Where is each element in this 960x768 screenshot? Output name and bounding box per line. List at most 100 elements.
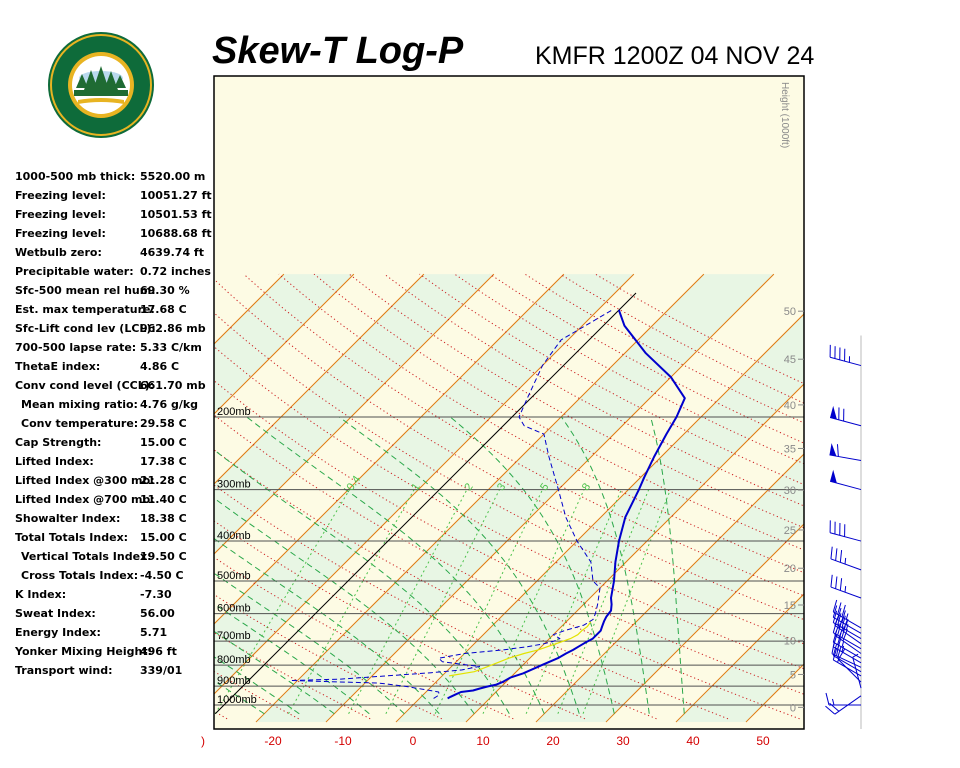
stat-label: Mean mixing ratio: xyxy=(21,398,138,411)
stat-label: 700-500 lapse rate: xyxy=(15,341,137,354)
stat-value: 661.70 mb xyxy=(140,379,206,392)
x-tick-label: 20 xyxy=(546,734,560,748)
moist-adiabat xyxy=(560,416,650,714)
isotherm-line xyxy=(325,273,775,723)
dry-adiabat xyxy=(214,520,586,720)
mixing-ratio-line xyxy=(557,489,650,714)
x-tick-label: 30 xyxy=(616,734,630,748)
stat-value: -4.50 C xyxy=(140,569,184,582)
stat-label: Sfc-500 mean rel hum: xyxy=(15,284,156,297)
wind-barb xyxy=(832,634,862,664)
stat-row: Conv temperature: 29.58 C xyxy=(15,415,215,434)
chart-title: Skew-T Log-P xyxy=(212,30,464,72)
stat-value: 962.86 mb xyxy=(140,322,206,335)
stat-label: Sweat Index: xyxy=(15,607,96,620)
mixing-ratio-line xyxy=(348,489,468,714)
wind-barb xyxy=(829,344,862,367)
dewpoint-series xyxy=(290,309,613,699)
stat-row: Energy Index: 5.71 xyxy=(15,624,215,643)
moist-adiabat xyxy=(214,572,405,715)
stat-row: Vertical Totals Index: 19.50 C xyxy=(15,548,215,567)
isotherm-line xyxy=(214,273,495,555)
stat-value: 4639.74 ft xyxy=(140,246,204,259)
mixing-ratio-line xyxy=(434,489,543,714)
stat-value: 17.68 C xyxy=(140,303,187,316)
wind-barb xyxy=(829,443,862,461)
dry-adiabat xyxy=(313,273,804,551)
stat-row: Total Totals Index: 15.00 C xyxy=(15,529,215,548)
isotherm-line xyxy=(816,274,960,722)
wind-barb xyxy=(832,605,862,634)
temperature-band xyxy=(0,274,74,722)
plot-border xyxy=(213,75,805,730)
stats-panel: 1000-500 mb thick: 5520.00 m Freezing leve… xyxy=(15,168,215,681)
stat-row: Freezing level: 10688.68 ft xyxy=(15,225,215,244)
pressure-label: 700mb xyxy=(217,630,251,642)
moist-adiabat xyxy=(650,416,685,714)
height-tick-label: 0 xyxy=(790,702,796,714)
isotherm-line xyxy=(605,523,804,723)
oregon-forestry-logo xyxy=(46,30,156,140)
stat-label: Transport wind: xyxy=(15,664,113,677)
stat-value: 17.38 C xyxy=(140,455,187,468)
pressure-label: 200mb xyxy=(217,406,251,418)
stat-value: 29.58 C xyxy=(140,417,187,430)
isotherm-line xyxy=(214,273,565,625)
stat-label: Precipitable water: xyxy=(15,265,134,278)
stat-value: 4.76 g/kg xyxy=(140,398,199,411)
dry-adiabat xyxy=(419,273,804,486)
stat-value: 15.00 C xyxy=(140,436,187,449)
x-tick-label: ) xyxy=(201,734,205,748)
stat-row: K Index: -7.30 xyxy=(15,586,215,605)
stat-row: Transport wind: 339/01 xyxy=(15,662,215,681)
stat-row: 1000-500 mb thick: 5520.00 m xyxy=(15,168,215,187)
stat-value: 18.38 C xyxy=(140,512,187,525)
stat-label: Freezing level: xyxy=(15,208,106,221)
mixing-ratio-line xyxy=(482,489,585,714)
temperature-band xyxy=(255,274,774,723)
height-tick-label: 45 xyxy=(784,354,796,366)
stat-label: Lifted Index: xyxy=(15,455,94,468)
mixing-ratio-label: 3 xyxy=(495,481,508,493)
stat-row: Est. max temperature: 17.68 C xyxy=(15,301,215,320)
isotherm-line xyxy=(395,313,804,723)
wind-barb xyxy=(825,695,862,715)
stat-label: 1000-500 mb thick: xyxy=(15,170,136,183)
temperature-band xyxy=(816,274,960,722)
isotherm-line xyxy=(214,273,355,415)
stat-label: Cap Strength: xyxy=(15,436,102,449)
temperature-band xyxy=(0,274,214,722)
mixing-ratio-line xyxy=(214,489,350,714)
wind-barb xyxy=(830,574,862,599)
parcel-line xyxy=(214,292,637,715)
stat-value: 5520.00 m xyxy=(140,170,206,183)
isotherm-line xyxy=(535,453,804,723)
x-tick-label: -10 xyxy=(334,734,352,748)
stat-row: Wetbulb zero: 4639.74 ft xyxy=(15,244,215,263)
stat-label: Est. max temperature: xyxy=(15,303,155,316)
isotherm-line xyxy=(0,274,74,722)
mixing-ratio-label: 2 xyxy=(462,481,475,493)
isotherm-line xyxy=(465,383,804,723)
wind-barb xyxy=(852,653,862,689)
moist-adiabat xyxy=(214,630,335,715)
isotherm-line xyxy=(214,273,635,695)
height-tick-label: 50 xyxy=(784,306,796,318)
stat-row: 700-500 lapse rate: 5.33 C/km xyxy=(15,339,215,358)
isotherm-line xyxy=(214,273,425,485)
mixing-ratio-line xyxy=(525,489,622,714)
stat-row: Freezing level: 10051.27 ft xyxy=(15,187,215,206)
stat-row: Sfc-Lift cond lev (LCL): 962.86 mb xyxy=(15,320,215,339)
stat-label: Energy Index: xyxy=(15,626,101,639)
mixing-ratio-label: 5 xyxy=(538,481,551,493)
height-tick-label: 35 xyxy=(784,443,796,455)
stat-row: Lifted Index @700 mb: 11.40 C xyxy=(15,491,215,510)
dry-adiabat xyxy=(454,273,804,465)
stat-label: Lifted Index @300 mb: xyxy=(15,474,155,487)
stat-label: Showalter Index: xyxy=(15,512,121,525)
pressure-label: 400mb xyxy=(217,530,251,542)
stat-label: Conv cond level (CCL): xyxy=(15,379,155,392)
wind-barb xyxy=(832,599,862,629)
